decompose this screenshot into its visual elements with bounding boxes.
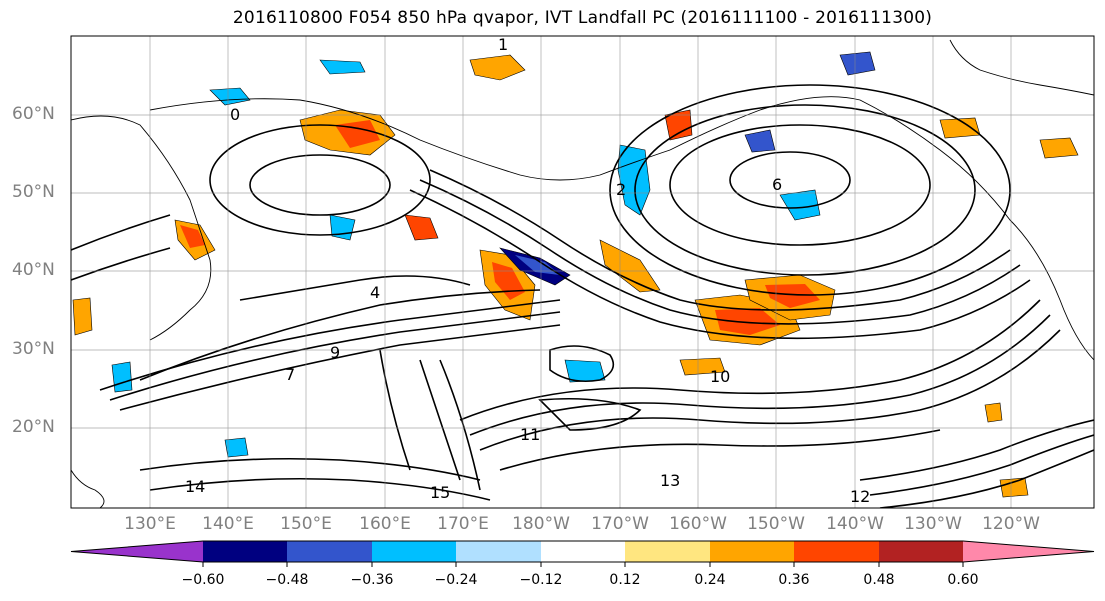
lat-label: 20°N xyxy=(12,417,55,437)
colorbar-segment xyxy=(963,541,1094,562)
colorbar-tick-label: −0.36 xyxy=(350,572,394,588)
contour-label: 2 xyxy=(616,180,626,199)
map-content: 0 1 2 4 6 7 9 10 11 12 13 14 15 xyxy=(71,35,1094,508)
colorbar-segment xyxy=(71,541,203,562)
lon-label: 150°E xyxy=(280,514,332,534)
contour-labels: 0 1 2 4 6 7 9 10 11 12 13 14 15 xyxy=(185,35,870,506)
colorbar-segment xyxy=(710,541,794,562)
contour-label: 14 xyxy=(185,477,205,496)
lat-label: 30°N xyxy=(12,339,55,359)
lon-label: 140°W xyxy=(826,514,884,534)
coastlines xyxy=(71,39,1094,508)
colorbar-tick-label: 0.12 xyxy=(609,572,641,588)
colorbar-segment xyxy=(456,541,541,562)
contour-label: 10 xyxy=(710,367,730,386)
contour-label: 1 xyxy=(498,35,508,54)
lon-label: 120°W xyxy=(982,514,1040,534)
colorbar-segment xyxy=(794,541,879,562)
lat-label: 50°N xyxy=(12,182,55,202)
colorbar-segment xyxy=(372,541,456,562)
plot-frame xyxy=(70,35,1095,509)
colorbar-tick-label: 0.24 xyxy=(694,572,726,588)
lon-label: 160°E xyxy=(359,514,411,534)
colorbar-tick-label: 0.60 xyxy=(947,572,979,588)
contour-label: 6 xyxy=(772,175,782,194)
lon-label: 150°W xyxy=(747,514,805,534)
colorbar-tick-label: −0.60 xyxy=(181,572,225,588)
colorbar-tick-label: 0.36 xyxy=(778,572,810,588)
colorbar-tick-label: −0.48 xyxy=(265,572,309,588)
lon-label: 170°W xyxy=(591,514,649,534)
lon-label: 170°E xyxy=(437,514,489,534)
colorbar-segment xyxy=(879,541,963,562)
lon-label: 180°W xyxy=(512,514,570,534)
colorbar-segment xyxy=(203,541,287,562)
contour-label: 11 xyxy=(520,425,540,444)
colorbar-segment xyxy=(541,541,625,562)
contour-label: 4 xyxy=(370,283,380,302)
colorbar-tick-label: −0.24 xyxy=(434,572,478,588)
colorbar-segment xyxy=(625,541,710,562)
lon-label: 160°W xyxy=(669,514,727,534)
colorbar-segment xyxy=(287,541,372,562)
lon-label: 130°W xyxy=(904,514,962,534)
graticule xyxy=(71,36,1094,508)
lon-label: 140°E xyxy=(202,514,254,534)
contour-label: 9 xyxy=(330,343,340,362)
qvapor-shading xyxy=(72,51,1079,498)
map-title: 2016110800 F054 850 hPa qvapor, IVT Land… xyxy=(232,8,933,28)
colorbar-ticks xyxy=(202,562,964,567)
contour-label: 15 xyxy=(430,483,450,502)
lat-label: 60°N xyxy=(12,104,55,124)
colorbar-segments xyxy=(70,540,1095,563)
contour-label: 0 xyxy=(230,105,240,124)
contour-label: 13 xyxy=(660,471,680,490)
colorbar-tick-label: −0.12 xyxy=(519,572,563,588)
lon-label: 130°E xyxy=(124,514,176,534)
colorbar-tick-label: 0.48 xyxy=(863,572,895,588)
ivt-contours xyxy=(71,84,1094,508)
contour-label: 7 xyxy=(285,365,295,384)
lat-label: 40°N xyxy=(12,260,55,280)
contour-label: 12 xyxy=(850,487,870,506)
